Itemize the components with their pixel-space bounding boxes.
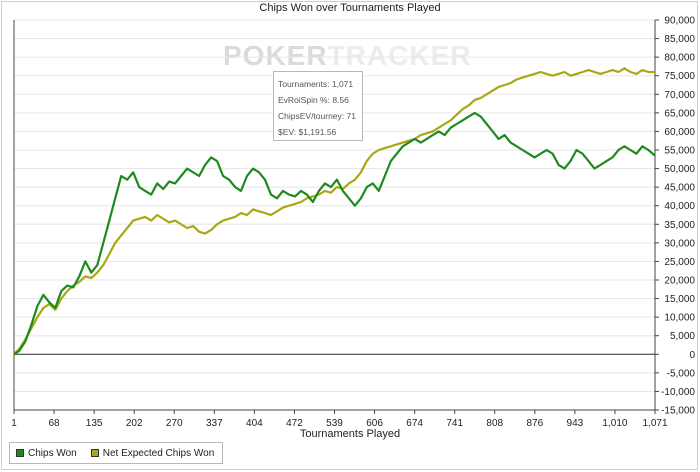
legend-item-chips-won[interactable]: Chips Won — [16, 448, 77, 459]
x-tick-label: 606 — [366, 418, 383, 429]
x-tick-label: 674 — [406, 418, 423, 429]
y-tick-label: -15,000 — [661, 406, 695, 417]
y-tick-label: 90,000 — [664, 16, 695, 27]
tooltip-evroispin: EvRoiSpin %: 8.56 — [278, 95, 349, 105]
x-axis-title: Tournaments Played — [299, 428, 401, 440]
x-tick-label: 472 — [286, 418, 303, 429]
axes — [13, 19, 659, 414]
y-tick-label: 75,000 — [664, 71, 695, 82]
y-tick-label: 70,000 — [664, 90, 695, 101]
x-tick-labels: 1 68 135 202 270 337 404 472 539 606 674 741 808 876 9… — [11, 418, 668, 429]
y-tick-label: -5,000 — [667, 368, 696, 379]
y-tick-label: 10,000 — [664, 313, 695, 324]
series-line-net-expected-chips-won — [13, 67, 655, 356]
y-tick-label: 60,000 — [664, 127, 695, 138]
y-tick-label: 55,000 — [664, 146, 695, 157]
y-tick-label: 40,000 — [664, 201, 695, 212]
y-tick-label: 50,000 — [664, 164, 695, 175]
y-tick-label: 0 — [689, 350, 695, 361]
legend-label-chips-won: Chips Won — [28, 447, 77, 459]
x-tick-label: 741 — [446, 418, 463, 429]
y-tick-label: 65,000 — [664, 108, 695, 119]
x-tick-label: 337 — [206, 418, 223, 429]
tooltip-dollar-ev: $EV: $1,191.56 — [278, 127, 337, 137]
tooltip-tournaments: Tournaments: 1,071 — [278, 79, 354, 89]
x-tick-label: 808 — [486, 418, 503, 429]
y-tick-label: 5,000 — [670, 331, 695, 342]
watermark-part2: TRACKER — [327, 40, 472, 71]
x-tick-label: 270 — [166, 418, 183, 429]
y-tick-label: 35,000 — [664, 220, 695, 231]
y-tick-label: 80,000 — [664, 53, 695, 64]
pokertracker-watermark: POKERTRACKER — [223, 40, 471, 72]
x-tick-label: 943 — [567, 418, 584, 429]
legend-swatch-net-expected — [90, 449, 99, 457]
series-line-chips-won — [13, 111, 656, 356]
y-tick-label: 25,000 — [664, 257, 695, 268]
legend-swatch-chips-won — [16, 449, 24, 457]
x-tick-label: 1,010 — [602, 418, 627, 429]
y-tick-label: 85,000 — [664, 34, 695, 45]
y-tick-label: 30,000 — [664, 238, 695, 249]
series-lines — [13, 67, 656, 356]
chart-title: Chips Won over Tournaments Played — [259, 2, 441, 14]
y-tick-labels: 90,000 85,000 80,000 75,000 70,000 65,000 60,0… — [661, 16, 695, 417]
x-tick-label: 404 — [246, 418, 263, 429]
y-tick-label: 20,000 — [664, 276, 695, 287]
x-tick-label: 68 — [49, 418, 61, 429]
legend-label-net-expected: Net Expected Chips Won — [102, 447, 215, 459]
x-tick-label: 539 — [326, 418, 343, 429]
x-tick-label: 876 — [526, 418, 543, 429]
hover-tooltip: Tournaments: 1,071 EvRoiSpin %: 8.56 Chi… — [273, 71, 363, 141]
tooltip-chipsev: ChipsEV/tourney: 71 — [278, 111, 356, 121]
legend-item-net-expected[interactable]: Net Expected Chips Won — [90, 447, 215, 459]
y-tick-label: -10,000 — [661, 387, 695, 398]
x-tick-label: 135 — [86, 418, 103, 429]
x-tick-label: 1,071 — [642, 418, 667, 429]
y-tick-label: 45,000 — [664, 183, 695, 194]
x-tick-label: 202 — [126, 418, 143, 429]
chart-legend: Chips Won Net Expected Chips Won — [9, 442, 224, 464]
x-tick-label: 1 — [11, 418, 17, 429]
watermark-part1: POKER — [223, 40, 328, 71]
y-tick-label: 15,000 — [664, 294, 695, 305]
